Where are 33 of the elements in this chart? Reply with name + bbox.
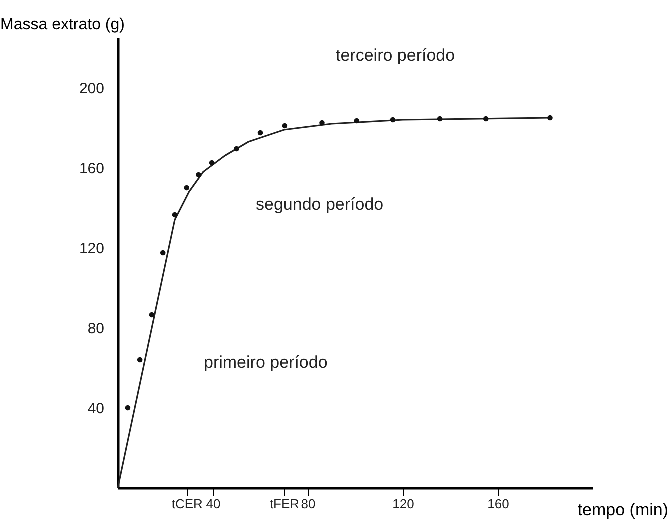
point <box>125 405 131 411</box>
y-tick-label: 120 <box>79 240 104 258</box>
point <box>149 312 155 318</box>
x-tick-label: 160 <box>488 496 510 512</box>
point <box>320 120 325 126</box>
y-tick-label: 200 <box>79 80 104 98</box>
point <box>437 116 443 122</box>
point <box>354 118 360 124</box>
x-tick-label: 80 <box>301 496 316 512</box>
point <box>390 117 396 123</box>
x-tick-label: tCER <box>172 496 203 512</box>
point <box>196 172 202 178</box>
point <box>282 123 288 129</box>
annotation: primeiro período <box>204 353 328 372</box>
y-tick-label: 80 <box>88 320 104 338</box>
point <box>172 212 178 218</box>
point <box>209 160 215 166</box>
point <box>184 185 190 191</box>
point <box>258 130 264 136</box>
y-tick-label: 160 <box>79 160 104 178</box>
point <box>483 116 489 122</box>
x-tick-label: 40 <box>206 496 221 512</box>
x-tick-label: 120 <box>392 496 414 512</box>
point <box>548 115 553 121</box>
point <box>234 146 240 152</box>
x-axis-title: tempo (min) <box>578 500 668 520</box>
point <box>160 250 166 256</box>
x-tick-label: tFER <box>270 496 300 512</box>
y-axis-title: Massa extrato (g) <box>0 16 125 34</box>
annotation: segundo período <box>256 195 384 214</box>
point <box>137 357 143 363</box>
annotation: terceiro período <box>336 46 456 65</box>
y-tick-label: 40 <box>88 400 104 418</box>
